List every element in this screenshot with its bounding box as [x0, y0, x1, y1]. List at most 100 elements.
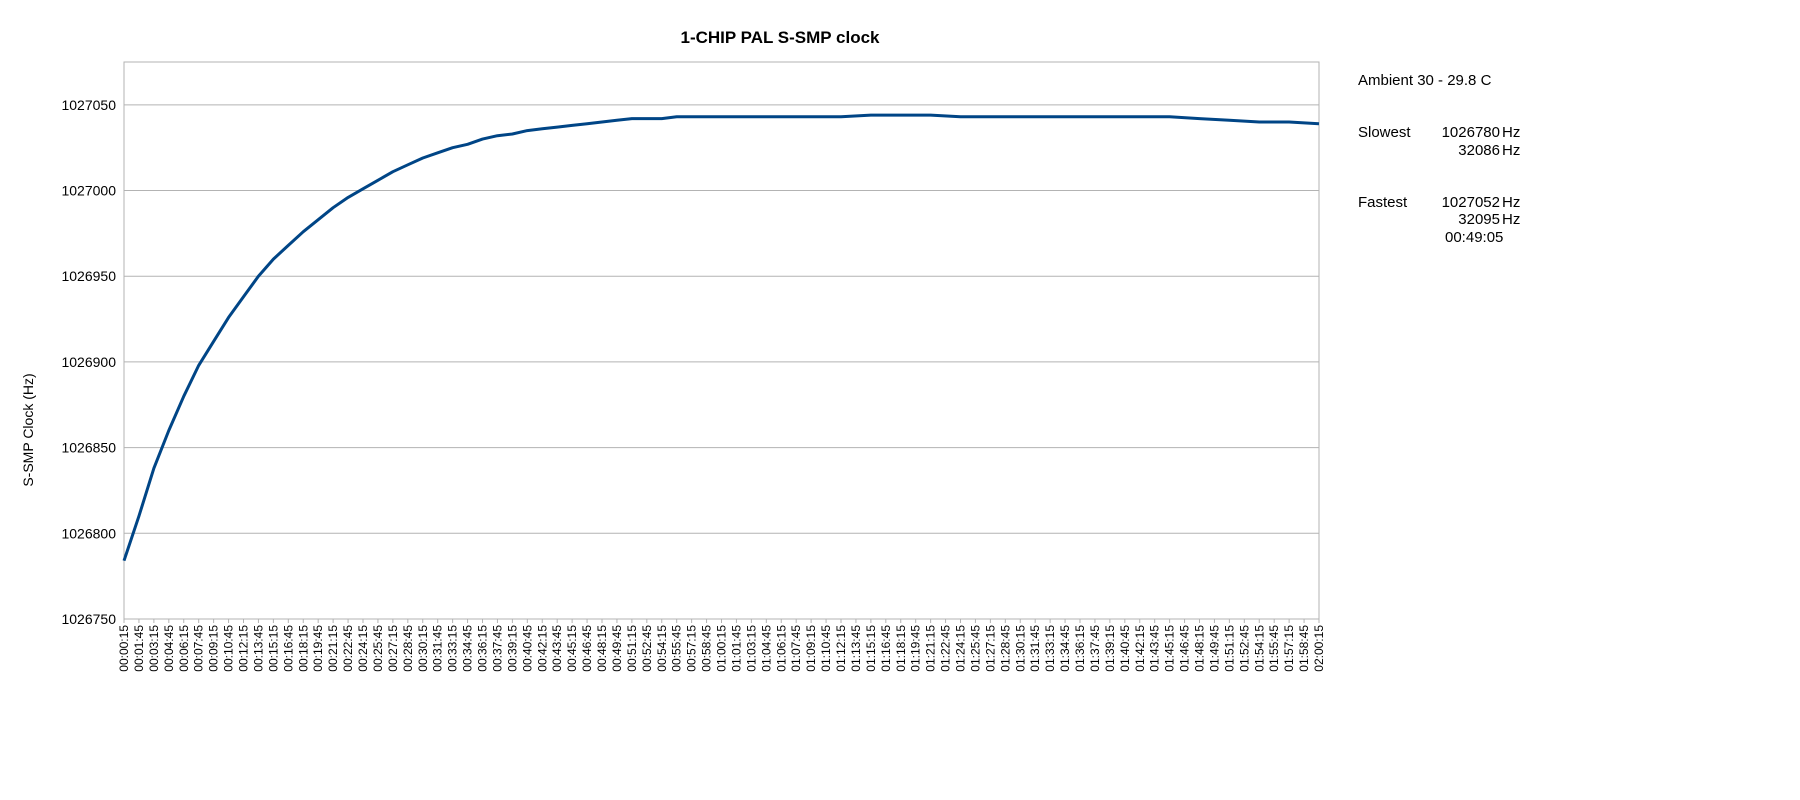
series-line — [122, 113, 1320, 562]
slowest-hz-unit: Hz — [1502, 124, 1521, 141]
slowest-label: Slowest — [1358, 124, 1411, 141]
y-tick-label: 1026850 — [61, 440, 116, 456]
x-tick-label: 00:28:45 — [401, 625, 415, 672]
x-tick-label: 00:34:45 — [461, 625, 475, 672]
x-tick-label: 00:37:45 — [490, 625, 504, 672]
x-tick-label: 01:40:45 — [1118, 625, 1132, 672]
y-tick-label: 1026800 — [61, 525, 116, 541]
x-tick-label: 00:07:45 — [192, 625, 206, 672]
x-tick-label: 00:57:15 — [685, 625, 699, 672]
x-tick-label: 00:19:45 — [311, 625, 325, 672]
x-tick-label: 00:22:45 — [341, 625, 355, 672]
x-tick-label: 00:25:45 — [371, 625, 385, 672]
x-tick-label: 01:34:45 — [1058, 625, 1072, 672]
x-tick-label: 01:28:45 — [998, 625, 1012, 672]
fastest-hz-value: 1027052 — [1441, 194, 1500, 211]
slowest-sub-value: 32086 — [1458, 142, 1500, 159]
x-tick-label: 00:06:15 — [177, 625, 191, 672]
x-tick-label: 00:03:15 — [147, 625, 161, 672]
x-tick-label: 01:21:15 — [924, 625, 938, 672]
fastest-label: Fastest — [1358, 194, 1408, 211]
x-tick-label: 00:51:15 — [625, 625, 639, 672]
x-tick-label: 00:04:45 — [162, 625, 176, 672]
x-tick-label: 00:30:15 — [416, 625, 430, 672]
x-tick-label: 01:27:15 — [983, 625, 997, 672]
fastest-hz-unit: Hz — [1502, 194, 1521, 211]
x-tick-label: 01:22:45 — [939, 625, 953, 672]
x-tick-label: 00:39:15 — [505, 625, 519, 672]
x-tick-label: 01:55:45 — [1267, 625, 1281, 672]
fastest-sub-unit: Hz — [1502, 211, 1521, 228]
slowest-hz-value: 1026780 — [1441, 124, 1500, 141]
y-tick-label: 1026750 — [61, 611, 116, 627]
x-tick-label: 00:13:45 — [251, 625, 265, 672]
x-tick-label: 01:39:15 — [1103, 625, 1117, 672]
gridlines — [124, 104, 1319, 620]
x-tick-label: 01:58:45 — [1297, 625, 1311, 672]
x-tick-label: 01:49:45 — [1207, 625, 1221, 672]
x-tick-label: 00:16:45 — [281, 625, 295, 672]
x-tick-label: 00:42:15 — [535, 625, 549, 672]
x-tick-label: 00:10:45 — [222, 625, 236, 672]
x-tick-label: 01:33:15 — [1043, 625, 1057, 672]
x-tick-label: 01:51:15 — [1222, 625, 1236, 672]
y-tick-label: 1026900 — [61, 354, 116, 370]
y-tick-label: 1026950 — [61, 268, 116, 284]
x-tick-label: 01:07:45 — [789, 625, 803, 672]
x-tick-label: 00:00:15 — [117, 625, 131, 672]
x-tick-label: 01:31:45 — [1028, 625, 1042, 672]
x-tick-label: 00:09:15 — [207, 625, 221, 672]
x-tick-label: 00:36:15 — [476, 625, 490, 672]
x-tick-label: 00:31:45 — [431, 625, 445, 672]
x-tick-label: 00:21:15 — [326, 625, 340, 672]
x-tick-label: 01:30:15 — [1013, 625, 1027, 672]
fastest-time: 00:49:05 — [1445, 229, 1504, 246]
x-tick-label: 01:46:45 — [1178, 625, 1192, 672]
y-tick-label: 1027000 — [61, 183, 116, 199]
x-tick-label: 01:09:15 — [804, 625, 818, 672]
x-tick-label: 01:12:15 — [834, 625, 848, 672]
fastest-sub-value: 32095 — [1458, 211, 1500, 228]
y-tick-label: 1027050 — [61, 97, 116, 113]
x-tick-label: 00:46:45 — [580, 625, 594, 672]
x-tick-label: 01:00:15 — [715, 625, 729, 672]
x-tick-label: 01:19:45 — [909, 625, 923, 672]
x-tick-label: 01:16:45 — [879, 625, 893, 672]
x-tick-label: 00:27:15 — [386, 625, 400, 672]
x-tick-label: 00:40:45 — [520, 625, 534, 672]
x-tick-label: 01:06:15 — [774, 625, 788, 672]
chart-title: 1-CHIP PAL S-SMP clock — [680, 28, 880, 47]
x-tick-label: 01:57:15 — [1282, 625, 1296, 672]
x-tick-label: 00:48:15 — [595, 625, 609, 672]
x-tick-label: 01:45:15 — [1163, 625, 1177, 672]
x-tick-label: 00:52:45 — [640, 625, 654, 672]
x-tick-label: 00:43:45 — [550, 625, 564, 672]
x-tick-label: 00:15:15 — [266, 625, 280, 672]
x-tick-label: 00:12:15 — [237, 625, 251, 672]
x-tick-label: 01:03:15 — [744, 625, 758, 672]
x-tick-label: 00:54:15 — [655, 625, 669, 672]
slowest-sub-unit: Hz — [1502, 142, 1521, 159]
x-tick-label: 01:48:15 — [1193, 625, 1207, 672]
x-tick-label: 01:15:15 — [864, 625, 878, 672]
x-tick-label: 01:36:15 — [1073, 625, 1087, 672]
x-tick-label: 00:18:15 — [296, 625, 310, 672]
x-tick-label: 00:58:45 — [700, 625, 714, 672]
x-tick-label: 01:42:15 — [1133, 625, 1147, 672]
x-tick-label: 00:45:15 — [565, 625, 579, 672]
x-tick-label: 01:37:45 — [1088, 625, 1102, 672]
x-tick-label: 01:01:45 — [729, 625, 743, 672]
x-tick-label: 00:33:15 — [446, 625, 460, 672]
x-tick-label: 01:04:45 — [759, 625, 773, 672]
x-axis-ticks: 00:00:15 00:01:45 00:03:15 00:04:45 00:06:15… — [117, 619, 1326, 672]
x-tick-label: 01:24:15 — [954, 625, 968, 672]
x-tick-label: 00:24:15 — [356, 625, 370, 672]
x-tick-label: 01:54:15 — [1252, 625, 1266, 672]
x-tick-label: 02:00:15 — [1312, 625, 1326, 672]
x-tick-label: 01:18:15 — [894, 625, 908, 672]
plot-area-border — [123, 61, 1320, 620]
x-tick-label: 01:13:45 — [849, 625, 863, 672]
x-tick-label: 00:01:45 — [132, 625, 146, 672]
x-tick-label: 01:10:45 — [819, 625, 833, 672]
